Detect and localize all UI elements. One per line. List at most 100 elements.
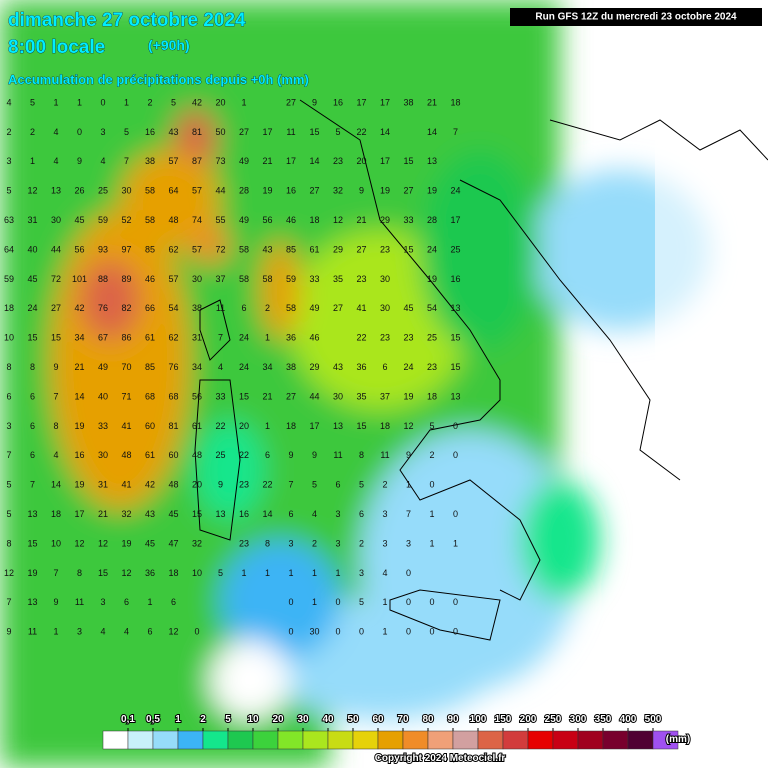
legend-label: 500 xyxy=(645,714,662,725)
grid-value: 14 xyxy=(380,127,390,137)
grid-value: 18 xyxy=(427,391,437,401)
grid-value: 2 xyxy=(6,127,11,137)
grid-value: 22 xyxy=(356,333,366,343)
grid-value: 56 xyxy=(192,391,202,401)
run-info: Run GFS 12Z du mercredi 23 octobre 2024 xyxy=(535,12,737,23)
grid-value: 21 xyxy=(74,362,84,372)
legend-label: 30 xyxy=(297,714,309,725)
grid-value: 15 xyxy=(192,509,202,519)
grid-value: 59 xyxy=(4,274,14,284)
grid-value: 49 xyxy=(98,362,108,372)
grid-value: 0 xyxy=(288,597,293,607)
grid-value: 2 xyxy=(382,480,387,490)
grid-value: 24 xyxy=(427,244,437,254)
grid-value: 5 xyxy=(6,480,11,490)
grid-value: 30 xyxy=(380,274,390,284)
grid-value: 8 xyxy=(6,362,11,372)
grid-value: 12 xyxy=(121,568,131,578)
grid-value: 16 xyxy=(74,450,84,460)
grid-value: 3 xyxy=(100,127,105,137)
grid-value: 14 xyxy=(309,156,319,166)
grid-value: 19 xyxy=(74,421,84,431)
grid-value: 22 xyxy=(239,450,249,460)
legend-label: 90 xyxy=(447,714,459,725)
grid-value: 6 xyxy=(30,391,35,401)
grid-value: 1 xyxy=(265,333,270,343)
legend-label: 100 xyxy=(470,714,487,725)
grid-value: 4 xyxy=(312,509,317,519)
grid-value: 27 xyxy=(51,303,61,313)
grid-value: 58 xyxy=(145,186,155,196)
legend-swatch xyxy=(352,730,379,750)
grid-value: 31 xyxy=(27,215,37,225)
grid-value: 6 xyxy=(241,303,246,313)
value-grid: 4 5 1 1 0 1 2 5 42 20 1 27 9 16 17 17 38 21 182 2 4 0 3 5 16 43 81… xyxy=(4,97,461,636)
grid-value: 0 xyxy=(453,421,458,431)
grid-value: 23 xyxy=(403,333,413,343)
grid-value: 6 xyxy=(30,450,35,460)
grid-value: 5 xyxy=(6,186,11,196)
grid-value: 20 xyxy=(239,421,249,431)
legend-label: 40 xyxy=(322,714,334,725)
grid-value: 1 xyxy=(429,538,434,548)
grid-value: 46 xyxy=(309,333,319,343)
grid-value: 1 xyxy=(77,97,82,107)
grid-value: 4 xyxy=(100,156,105,166)
grid-value: 3 xyxy=(100,597,105,607)
grid-value: 0 xyxy=(429,627,434,637)
grid-value: 5 xyxy=(218,568,223,578)
grid-value: 21 xyxy=(356,215,366,225)
legend-swatch xyxy=(427,730,454,750)
grid-value: 13 xyxy=(27,597,37,607)
grid-value: 10 xyxy=(4,333,14,343)
grid-value: 73 xyxy=(215,156,225,166)
grid-value: 7 xyxy=(53,391,58,401)
time: 8:00 locale xyxy=(8,37,105,58)
grid-value: 14 xyxy=(74,391,84,401)
grid-value: 38 xyxy=(403,97,413,107)
grid-value: 0 xyxy=(429,597,434,607)
grid-value: 3 xyxy=(77,627,82,637)
grid-value: 3 xyxy=(359,568,364,578)
subtitle: Accumulation de précipitations depuis +0… xyxy=(8,72,309,87)
grid-value: 61 xyxy=(145,450,155,460)
grid-value: 12 xyxy=(27,186,37,196)
grid-value: 1 xyxy=(312,568,317,578)
grid-value: 1 xyxy=(53,97,58,107)
grid-value: 17 xyxy=(262,127,272,137)
legend-swatch xyxy=(177,730,204,750)
grid-value: 4 xyxy=(382,568,387,578)
grid-value: 62 xyxy=(168,244,178,254)
grid-value: 43 xyxy=(145,509,155,519)
grid-value: 45 xyxy=(403,303,413,313)
grid-value: 40 xyxy=(98,391,108,401)
grid-value: 9 xyxy=(53,597,58,607)
grid-value: 24 xyxy=(27,303,37,313)
legend: 0,1 0,5 1 2 5 10 20 30 40 50 60 70 80 90 100 150 200 250 3… xyxy=(102,713,679,750)
grid-value: 5 xyxy=(429,421,434,431)
grid-value: 11 xyxy=(216,303,225,313)
grid-value: 46 xyxy=(286,215,296,225)
grid-value: 1 xyxy=(382,597,387,607)
grid-value: 35 xyxy=(356,391,366,401)
grid-value: 47 xyxy=(168,538,178,548)
grid-value: 9 xyxy=(359,186,364,196)
legend-swatch xyxy=(377,730,404,750)
grid-value: 25 xyxy=(98,186,108,196)
grid-value: 15 xyxy=(450,333,460,343)
date: dimanche 27 octobre 2024 xyxy=(8,10,246,31)
grid-value: 9 xyxy=(6,627,11,637)
grid-value: 28 xyxy=(427,215,437,225)
grid-value: 38 xyxy=(192,303,202,313)
grid-value: 11 xyxy=(286,127,295,137)
grid-value: 44 xyxy=(309,391,319,401)
grid-value: 58 xyxy=(239,244,249,254)
grid-value: 9 xyxy=(77,156,82,166)
grid-value: 87 xyxy=(192,156,202,166)
grid-value: 86 xyxy=(121,333,131,343)
legend-label: 250 xyxy=(545,714,562,725)
grid-value: 32 xyxy=(333,186,343,196)
grid-value: 19 xyxy=(262,186,272,196)
grid-value: 10 xyxy=(192,568,202,578)
